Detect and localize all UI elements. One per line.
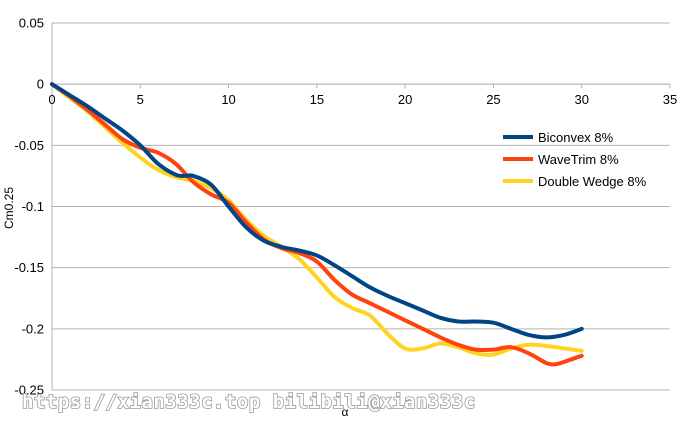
legend-label: Double Wedge 8% [538,174,647,189]
x-tick-label: 20 [398,92,412,107]
watermark-text: https://xian333c.top bilibili@xian333c [22,391,476,413]
tick-labels: 0.05 0 -0.05 -0.1 -0.15 -0.2 -0.25 0 5 10 15 20 25 30… [14,16,677,398]
y-tick-label: -0.15 [14,260,44,275]
x-tick-label: 35 [663,92,677,107]
y-tick-label: -0.05 [14,138,44,153]
series-line-double-wedge-8 [50,82,584,357]
x-tick-label: 10 [221,92,235,107]
y-tick-label: -0.1 [22,199,44,214]
x-tick-label: 25 [486,92,500,107]
y-tick-label: -0.2 [22,321,44,336]
y-axis-title: Cm0.25 [2,187,16,229]
x-axis-title: α [342,405,349,419]
legend-label: WaveTrim 8% [538,152,619,167]
x-tick-label: 15 [310,92,324,107]
y-tick-label: 0 [37,77,44,92]
legend: Biconvex 8% WaveTrim 8% Double Wedge 8% [503,130,647,189]
x-tick-label: 0 [48,92,55,107]
y-tick-label: -0.25 [14,383,44,398]
series-line-biconvex-8 [50,82,584,340]
x-tick-label: 30 [574,92,588,107]
x-tick-label: 5 [137,92,144,107]
legend-label: Biconvex 8% [538,130,614,145]
series-layer [50,82,584,367]
series-line-wavetrim-8 [50,82,584,367]
grid-layer [52,22,670,391]
y-tick-label: 0.05 [19,16,44,31]
